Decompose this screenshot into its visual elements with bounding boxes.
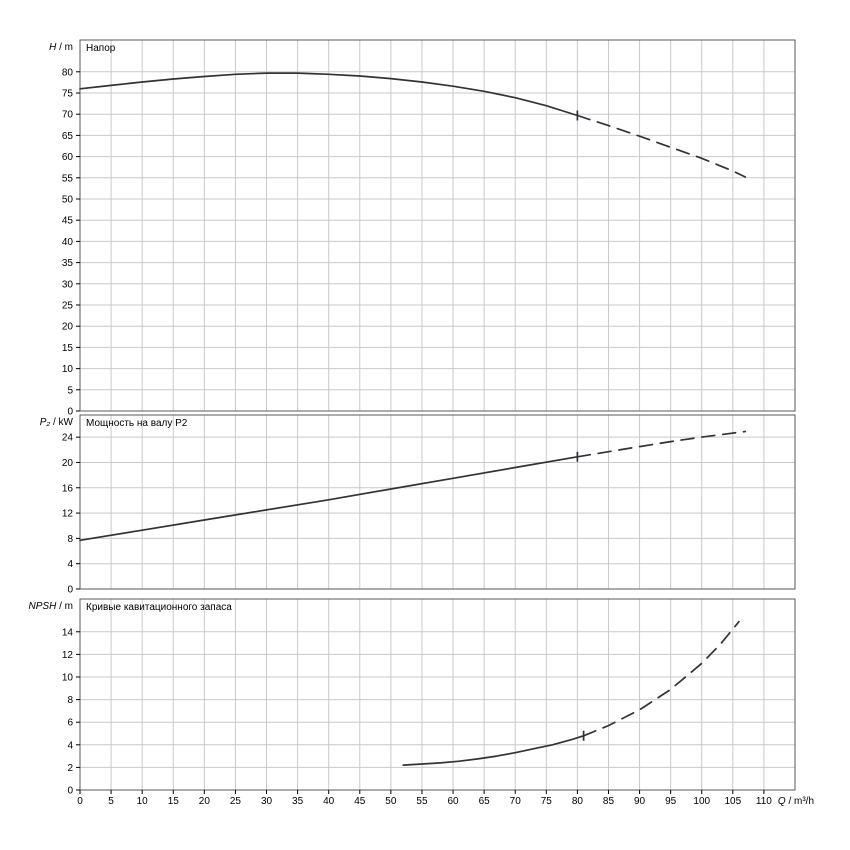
head-grid	[80, 40, 795, 411]
head-y-axis: 0 5 10 15 20 25 30 35 40 45 50 55 60 65 70 75 80	[62, 67, 80, 418]
head-ytick-label: 60	[62, 152, 74, 163]
head-ytick-label: 30	[62, 279, 74, 290]
x-tick-label: 110	[756, 796, 772, 807]
npsh-ytick-label: 2	[67, 763, 73, 774]
head-ytick-label: 70	[62, 110, 74, 121]
panel-power: 0 4 8 12 16 20 24 P₂ / kW Мощность на валу P2	[40, 414, 796, 596]
power-grid	[80, 415, 795, 589]
x-tick-label: 60	[447, 796, 459, 807]
npsh-ytick-label: 0	[67, 786, 73, 797]
head-frame	[79, 39, 796, 412]
npsh-grid	[80, 599, 795, 790]
npsh-y-axis: 0 2 4 6 8 10 12 14	[62, 627, 80, 797]
npsh-ytick-label: 12	[62, 650, 74, 661]
power-ytick-label: 20	[62, 458, 74, 469]
panel-head: 0 5 10 15 20 25 30 35 40 45 50 55 60 65 70 75 80 H / m Нап…	[49, 39, 796, 418]
x-tick-label: 10	[137, 796, 149, 807]
x-tick-label: 25	[230, 796, 242, 807]
power-ytick-label: 0	[67, 585, 73, 596]
x-tick-label: 20	[199, 796, 211, 807]
head-ytick-label: 15	[62, 343, 74, 354]
power-ytick-label: 8	[67, 534, 73, 545]
x-tick-label: 15	[168, 796, 180, 807]
panel-npsh: 0 2 4 6 8 10 12 14 NPSH / m Кривые кавитационного…	[29, 598, 796, 797]
shaft-power-extrapolation	[576, 430, 747, 458]
npsh-curve-working-range	[402, 734, 585, 766]
power-ytick-label: 16	[62, 483, 74, 494]
x-tick-label: 70	[510, 796, 522, 807]
head-ytick-label: 0	[67, 407, 73, 418]
x-tick-label: 30	[261, 796, 273, 807]
head-ytick-label: 45	[62, 216, 74, 227]
head-panel-title: Напор	[86, 43, 116, 54]
power-ytick-label: 12	[62, 509, 74, 520]
x-axis: 0 5 10 15 20 25 30 35 40 45 50 55 60 65 70 75 80 85 90 95 10…	[77, 790, 814, 807]
npsh-ytick-label: 10	[62, 672, 74, 683]
head-y-axis-label: H / m	[49, 42, 73, 53]
power-frame	[79, 414, 796, 590]
x-tick-label: 85	[603, 796, 615, 807]
head-ytick-label: 55	[62, 173, 74, 184]
x-tick-label: 100	[693, 796, 710, 807]
head-ytick-label: 25	[62, 301, 74, 312]
x-tick-label: 80	[572, 796, 584, 807]
x-tick-label: 40	[323, 796, 335, 807]
head-ytick-label: 40	[62, 237, 74, 248]
npsh-panel-title: Кривые кавитационного запаса	[86, 602, 232, 613]
x-tick-label: 45	[354, 796, 366, 807]
x-tick-label: 0	[77, 796, 83, 807]
npsh-ytick-label: 14	[62, 627, 74, 638]
x-axis-label: Q / m³/h	[778, 796, 814, 807]
head-curve-extrapolation	[576, 114, 747, 178]
x-tick-label: 55	[416, 796, 428, 807]
npsh-frame	[79, 598, 796, 791]
head-ytick-label: 5	[67, 385, 73, 396]
head-ytick-label: 80	[62, 67, 74, 78]
head-ytick-label: 10	[62, 364, 74, 375]
power-y-axis-label: P₂ / kW	[40, 417, 74, 428]
npsh-curve-extrapolation	[582, 620, 740, 737]
head-ytick-label: 75	[62, 89, 74, 100]
power-ytick-label: 4	[67, 559, 73, 570]
npsh-ytick-label: 6	[67, 718, 73, 729]
head-ytick-label: 65	[62, 131, 74, 142]
npsh-ytick-label: 4	[67, 740, 73, 751]
power-panel-title: Мощность на валу P2	[86, 418, 188, 429]
x-tick-label: 95	[665, 796, 677, 807]
npsh-ytick-label: 8	[67, 695, 73, 706]
npsh-y-axis-label: NPSH / m	[29, 601, 73, 612]
x-tick-label: 75	[541, 796, 553, 807]
power-ytick-label: 24	[62, 433, 74, 444]
head-ytick-label: 35	[62, 258, 74, 269]
x-tick-label: 35	[292, 796, 304, 807]
head-curve-working-range	[79, 72, 579, 117]
head-ytick-label: 20	[62, 322, 74, 333]
x-tick-label: 105	[724, 796, 741, 807]
power-y-axis: 0 4 8 12 16 20 24	[62, 433, 80, 596]
x-tick-label: 5	[108, 796, 114, 807]
head-ytick-label: 50	[62, 195, 74, 206]
x-tick-label: 90	[634, 796, 646, 807]
x-tick-label: 65	[479, 796, 491, 807]
shaft-power-working-range	[79, 455, 579, 542]
x-tick-label: 50	[385, 796, 397, 807]
